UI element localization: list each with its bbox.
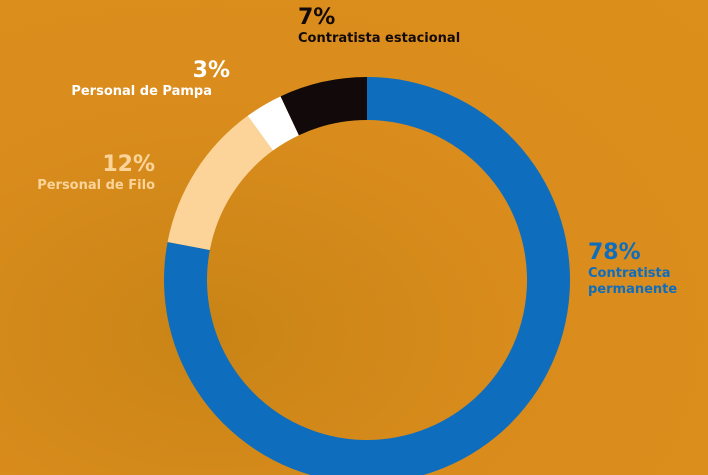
category-label: Personal de Filo [37, 178, 155, 194]
donut-segment [247, 96, 299, 151]
value-label: 12% [102, 152, 155, 177]
value-label: 3% [192, 58, 230, 83]
value-label: 7% [298, 5, 336, 30]
slice-label: 3% Personal de Pampa [40, 58, 230, 100]
slice-label: 7% Contratista estacional [298, 5, 518, 47]
value-label: 78% [588, 240, 641, 265]
donut-segment [167, 115, 273, 251]
category-label: Contratista estacional [298, 31, 461, 47]
category-label: Contratista permanente [588, 266, 678, 297]
category-label: Personal de Pampa [71, 84, 212, 100]
donut-segment [280, 77, 367, 136]
slice-label: 78% Contratista permanente [588, 240, 698, 298]
slice-label: 12% Personal de Filo [10, 152, 155, 194]
